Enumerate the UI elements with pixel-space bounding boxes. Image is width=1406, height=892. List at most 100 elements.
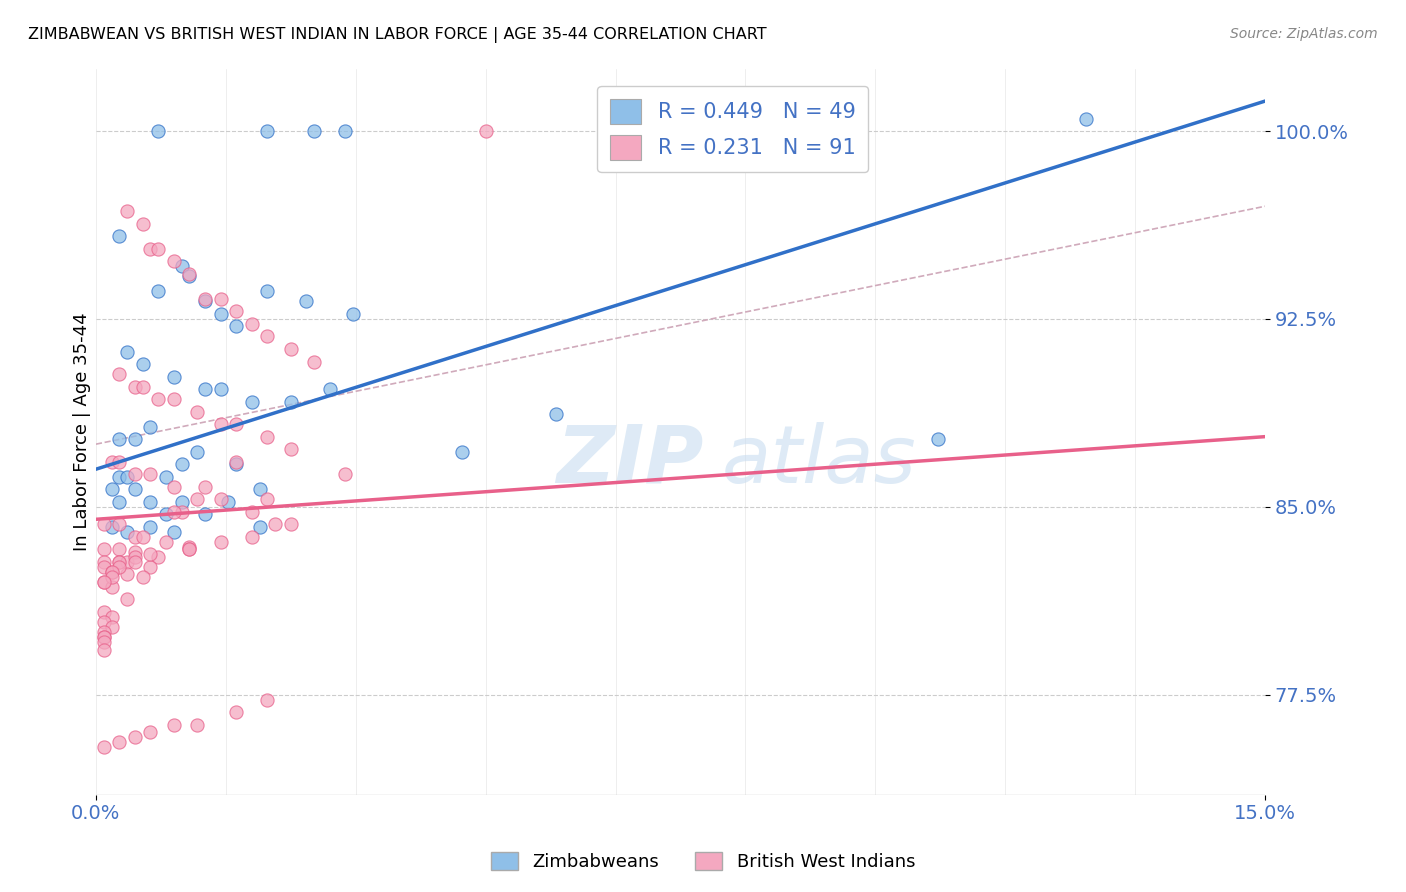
Point bbox=[163, 524, 186, 539]
Point bbox=[225, 705, 247, 719]
Point bbox=[100, 610, 122, 624]
Point bbox=[93, 517, 115, 532]
Point bbox=[170, 495, 193, 509]
Point bbox=[93, 560, 115, 574]
Point bbox=[139, 725, 162, 739]
Point bbox=[115, 469, 138, 483]
Point bbox=[108, 367, 131, 381]
Point bbox=[100, 520, 122, 534]
Y-axis label: In Labor Force | Age 35-44: In Labor Force | Age 35-44 bbox=[73, 312, 91, 551]
Point bbox=[280, 394, 302, 409]
Point bbox=[1074, 112, 1097, 126]
Point bbox=[280, 442, 302, 457]
Legend: R = 0.449   N = 49, R = 0.231   N = 91: R = 0.449 N = 49, R = 0.231 N = 91 bbox=[598, 87, 868, 172]
Point bbox=[474, 124, 496, 138]
Point bbox=[179, 267, 201, 281]
Point bbox=[139, 547, 162, 561]
Point bbox=[93, 630, 115, 644]
Point bbox=[100, 565, 122, 579]
Point bbox=[264, 517, 287, 532]
Point bbox=[163, 480, 186, 494]
Point bbox=[256, 329, 278, 343]
Point bbox=[155, 534, 177, 549]
Point bbox=[148, 124, 170, 138]
Point bbox=[225, 304, 247, 318]
Point bbox=[256, 492, 278, 507]
Point bbox=[124, 549, 146, 564]
Point bbox=[139, 419, 162, 434]
Text: atlas: atlas bbox=[721, 422, 917, 500]
Point bbox=[170, 505, 193, 519]
Point bbox=[335, 467, 357, 482]
Point bbox=[342, 307, 364, 321]
Point bbox=[139, 467, 162, 482]
Point bbox=[115, 204, 138, 219]
Point bbox=[131, 530, 153, 544]
Point bbox=[115, 524, 138, 539]
Point bbox=[225, 417, 247, 431]
Point bbox=[124, 555, 146, 569]
Point bbox=[124, 432, 146, 446]
Point bbox=[93, 542, 115, 557]
Point bbox=[240, 317, 263, 331]
Point bbox=[124, 730, 146, 744]
Point bbox=[256, 285, 278, 299]
Point bbox=[256, 692, 278, 706]
Point bbox=[148, 285, 170, 299]
Point bbox=[186, 444, 208, 458]
Point bbox=[93, 574, 115, 589]
Point bbox=[108, 517, 131, 532]
Point bbox=[108, 542, 131, 557]
Point bbox=[124, 482, 146, 496]
Point bbox=[927, 432, 949, 446]
Legend: Zimbabweans, British West Indians: Zimbabweans, British West Indians bbox=[484, 845, 922, 879]
Point bbox=[100, 482, 122, 496]
Point bbox=[249, 520, 271, 534]
Point bbox=[209, 534, 232, 549]
Point bbox=[225, 457, 247, 471]
Point bbox=[186, 492, 208, 507]
Point bbox=[170, 260, 193, 274]
Point bbox=[131, 217, 153, 231]
Point bbox=[108, 735, 131, 749]
Point bbox=[217, 495, 239, 509]
Point bbox=[163, 392, 186, 406]
Point bbox=[108, 555, 131, 569]
Point bbox=[194, 294, 217, 309]
Point bbox=[115, 344, 138, 359]
Point bbox=[115, 555, 138, 569]
Point bbox=[139, 560, 162, 574]
Point bbox=[139, 520, 162, 534]
Point bbox=[302, 354, 325, 368]
Point bbox=[302, 124, 325, 138]
Point bbox=[124, 379, 146, 393]
Point bbox=[163, 717, 186, 731]
Point bbox=[131, 357, 153, 371]
Point bbox=[108, 469, 131, 483]
Point bbox=[163, 254, 186, 268]
Point bbox=[280, 342, 302, 356]
Point bbox=[108, 495, 131, 509]
Point bbox=[155, 469, 177, 483]
Point bbox=[170, 457, 193, 471]
Point bbox=[93, 574, 115, 589]
Point bbox=[93, 615, 115, 629]
Point bbox=[209, 307, 232, 321]
Point bbox=[108, 432, 131, 446]
Point bbox=[115, 567, 138, 582]
Point bbox=[194, 382, 217, 396]
Point bbox=[163, 369, 186, 384]
Point bbox=[240, 505, 263, 519]
Point bbox=[209, 492, 232, 507]
Point bbox=[544, 407, 567, 421]
Point bbox=[280, 517, 302, 532]
Point bbox=[100, 580, 122, 594]
Point bbox=[131, 570, 153, 584]
Text: ZIMBABWEAN VS BRITISH WEST INDIAN IN LABOR FORCE | AGE 35-44 CORRELATION CHART: ZIMBABWEAN VS BRITISH WEST INDIAN IN LAB… bbox=[28, 27, 766, 43]
Point bbox=[108, 455, 131, 469]
Point bbox=[179, 269, 201, 284]
Point bbox=[295, 294, 318, 309]
Point bbox=[139, 242, 162, 256]
Text: Source: ZipAtlas.com: Source: ZipAtlas.com bbox=[1230, 27, 1378, 41]
Point bbox=[108, 229, 131, 244]
